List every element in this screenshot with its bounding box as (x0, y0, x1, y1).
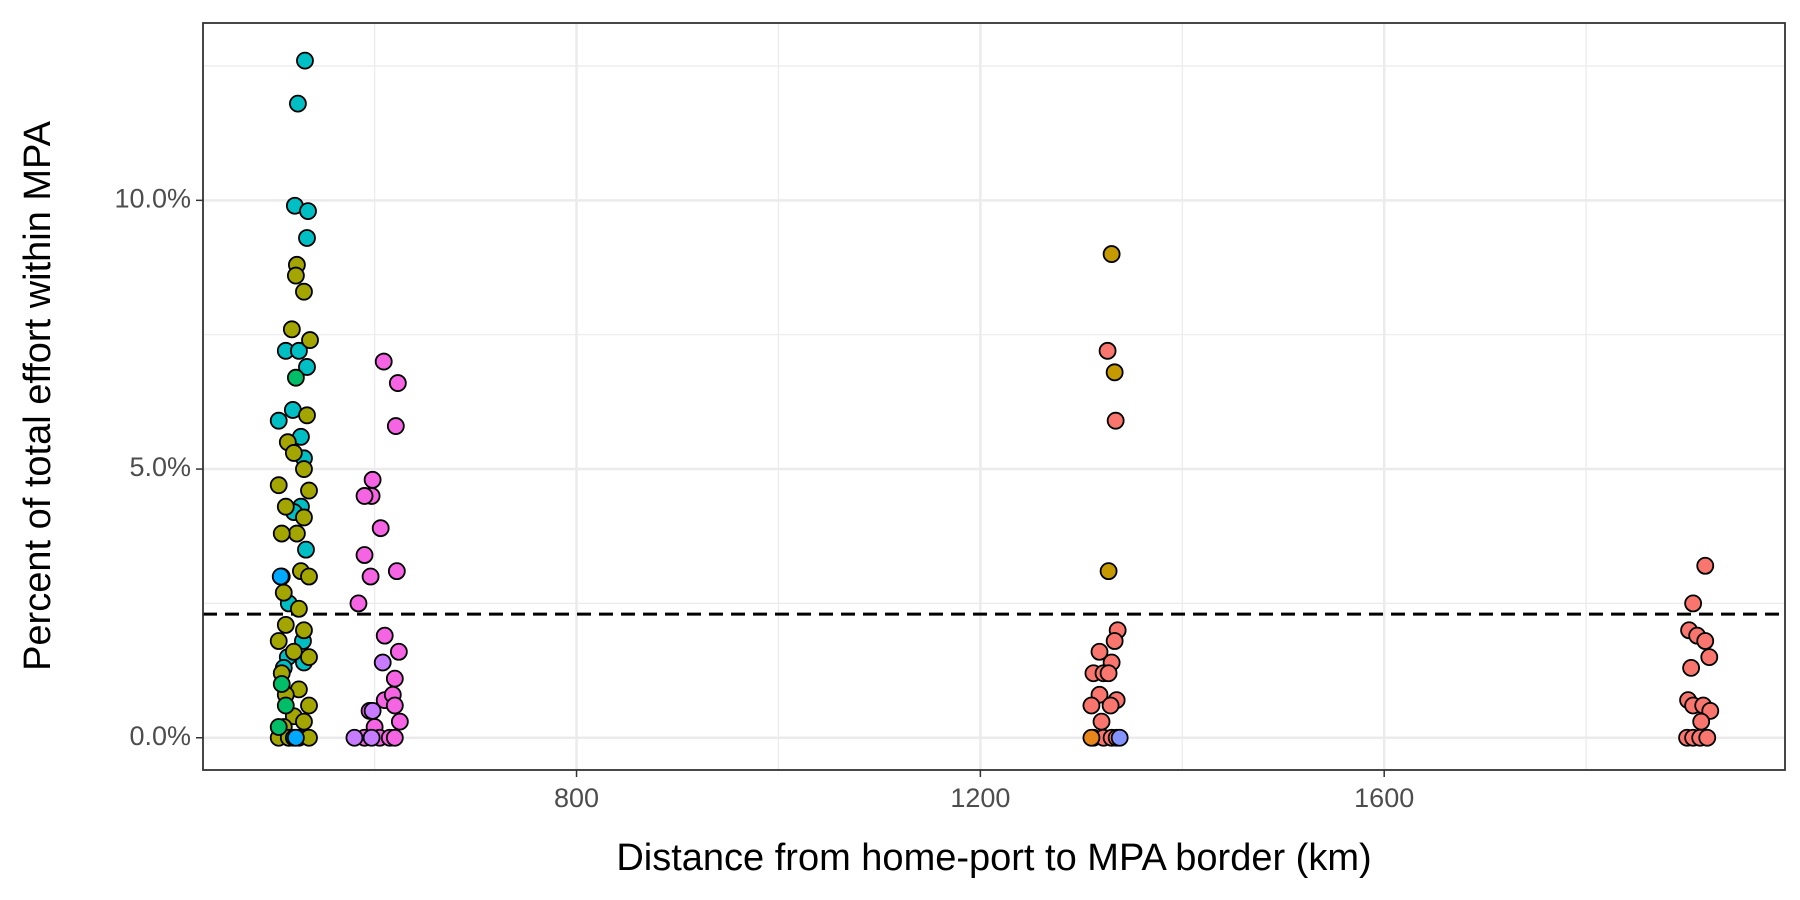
point (389, 642, 408, 661)
point (274, 583, 293, 602)
point (1692, 712, 1711, 731)
point (1696, 556, 1715, 575)
point (301, 331, 319, 349)
point (1102, 245, 1121, 263)
point (363, 701, 382, 720)
point (296, 51, 314, 70)
point (284, 444, 303, 462)
point (1110, 728, 1129, 747)
point (295, 282, 313, 301)
point (385, 669, 404, 688)
point (1090, 642, 1109, 661)
point (288, 94, 307, 113)
point (300, 696, 318, 715)
point (390, 712, 409, 731)
point (269, 718, 288, 736)
point (1082, 728, 1101, 747)
point (295, 508, 313, 527)
point (300, 648, 318, 667)
panel-border (202, 22, 1786, 771)
point (371, 519, 390, 538)
point (272, 524, 291, 543)
point (388, 374, 407, 392)
point (284, 642, 303, 661)
point (385, 696, 404, 715)
point (362, 728, 381, 747)
point (271, 567, 290, 586)
point (276, 615, 295, 634)
x-tick-label: 800 (554, 783, 599, 813)
point (286, 368, 305, 387)
point (300, 481, 318, 500)
point (295, 712, 313, 731)
point (272, 675, 291, 693)
point (287, 524, 306, 543)
y-tick-label: 0.0% (129, 721, 191, 751)
point (295, 460, 313, 478)
x-tick-label: 1600 (1354, 783, 1414, 813)
point (269, 632, 288, 650)
point (1082, 696, 1101, 715)
point (1698, 728, 1717, 747)
point (386, 417, 405, 435)
point (286, 728, 305, 747)
point (276, 696, 295, 715)
point (355, 546, 374, 564)
point (1106, 411, 1125, 430)
y-tick-label: 5.0% (129, 452, 191, 482)
point (1099, 664, 1118, 683)
point (290, 599, 308, 618)
point (269, 476, 288, 495)
point (387, 562, 406, 581)
point (276, 497, 295, 516)
point (355, 487, 374, 505)
point (286, 266, 305, 285)
point (298, 406, 316, 425)
point (1696, 632, 1715, 650)
point (374, 352, 393, 371)
point (1105, 632, 1124, 650)
point (282, 320, 301, 339)
point (1099, 562, 1118, 581)
point (345, 728, 364, 747)
y-tick-label: 10.0% (114, 183, 191, 213)
point (363, 470, 382, 489)
point (1682, 658, 1701, 677)
y-axis-title: Percent of total effort within MPA (17, 120, 59, 671)
point (290, 341, 308, 360)
point (1105, 363, 1124, 382)
x-tick-label: 1200 (950, 783, 1010, 813)
point (349, 594, 368, 613)
point (375, 626, 394, 645)
point (1101, 696, 1120, 715)
point (300, 567, 318, 586)
point (1092, 712, 1111, 731)
point (1684, 594, 1703, 613)
point (385, 728, 404, 747)
point (297, 540, 315, 559)
point (299, 202, 317, 220)
x-axis-title: Distance from home-port to MPA border (k… (616, 837, 1371, 879)
point (373, 653, 392, 672)
point (1098, 341, 1117, 360)
point (269, 411, 288, 430)
point (298, 358, 316, 376)
point (361, 567, 380, 586)
point (298, 229, 316, 247)
point (1700, 648, 1719, 667)
point (295, 621, 313, 640)
